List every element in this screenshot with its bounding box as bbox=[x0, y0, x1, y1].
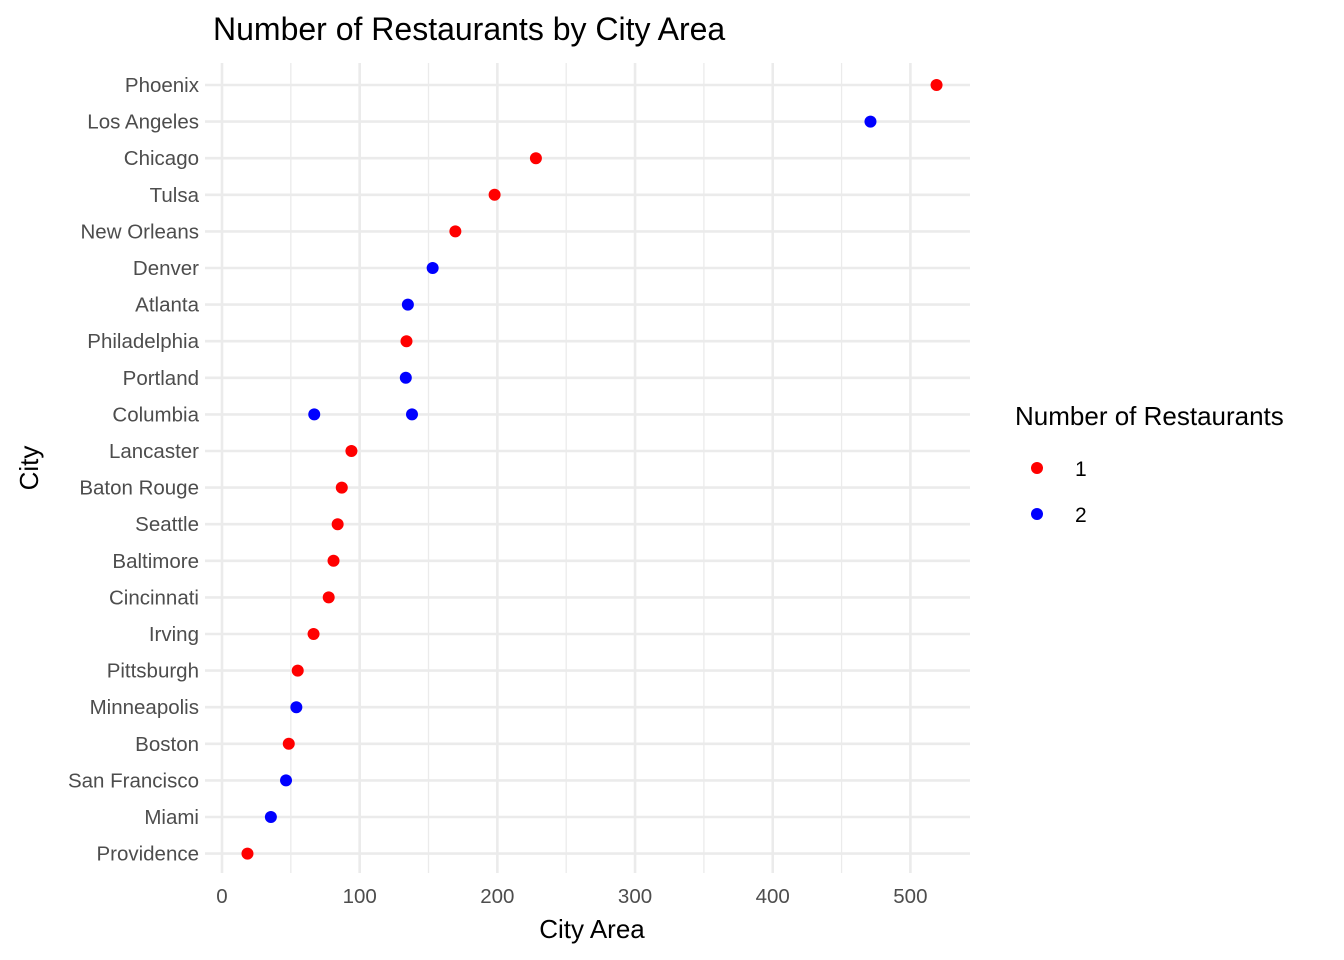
y-tick-label: Cincinnati bbox=[109, 586, 199, 609]
legend-label: 1 bbox=[1075, 458, 1087, 481]
x-tick-label: 400 bbox=[756, 885, 790, 908]
y-tick-label: Lancaster bbox=[109, 440, 199, 463]
data-point bbox=[327, 554, 340, 567]
data-point bbox=[307, 628, 320, 640]
y-tick-label: Phoenix bbox=[125, 74, 200, 97]
x-tick-label: 300 bbox=[618, 885, 652, 908]
x-tick-label: 0 bbox=[216, 885, 227, 908]
data-points bbox=[241, 79, 943, 860]
data-point bbox=[449, 225, 462, 238]
y-tick-label: Tulsa bbox=[150, 184, 200, 207]
x-tick-label: 100 bbox=[343, 885, 377, 908]
y-axis-title: City bbox=[14, 446, 44, 491]
y-tick-label: Providence bbox=[96, 843, 199, 866]
data-point bbox=[345, 445, 358, 457]
grid bbox=[205, 63, 970, 873]
legend-title: Number of Restaurants bbox=[1015, 401, 1284, 431]
y-tick-label: Seattle bbox=[135, 513, 199, 536]
x-axis-title: City Area bbox=[539, 914, 645, 944]
y-tick-label: Baltimore bbox=[112, 550, 199, 573]
data-point bbox=[282, 737, 295, 750]
y-tick-label: Columbia bbox=[112, 403, 199, 426]
y-tick-label: San Francisco bbox=[68, 769, 199, 792]
data-point bbox=[331, 518, 344, 531]
x-axis-tick-labels: 0 100 200 300 400 500 bbox=[216, 885, 927, 908]
data-point bbox=[308, 408, 321, 421]
y-tick-label: Irving bbox=[149, 623, 199, 646]
data-point bbox=[401, 298, 414, 311]
data-point bbox=[488, 188, 501, 201]
y-tick-label: Denver bbox=[133, 257, 199, 280]
legend-label: 2 bbox=[1075, 504, 1087, 527]
y-tick-label: Minneapolis bbox=[90, 696, 199, 719]
data-point bbox=[322, 591, 335, 604]
data-point bbox=[930, 79, 943, 91]
y-tick-label: Atlanta bbox=[135, 294, 199, 317]
y-tick-label: Philadelphia bbox=[87, 330, 199, 353]
data-point bbox=[291, 664, 304, 677]
data-point bbox=[264, 811, 277, 823]
chart-title: Number of Restaurants by City Area bbox=[213, 11, 725, 47]
y-tick-label: Miami bbox=[144, 806, 199, 829]
y-tick-label: New Orleans bbox=[81, 220, 200, 243]
data-point bbox=[864, 115, 877, 128]
y-tick-label: Los Angeles bbox=[87, 111, 199, 134]
data-point bbox=[529, 152, 542, 165]
y-tick-label: Pittsburgh bbox=[107, 660, 199, 683]
x-tick-label: 500 bbox=[893, 885, 927, 908]
y-tick-label: Portland bbox=[123, 367, 199, 390]
y-axis-tick-labels: Phoenix Los Angeles Chicago Tulsa New Orlean… bbox=[68, 74, 200, 866]
y-tick-label: Baton Rouge bbox=[79, 477, 199, 500]
data-point bbox=[280, 774, 293, 787]
data-point bbox=[405, 408, 418, 421]
legend: Number of Restaurants 12 bbox=[1015, 401, 1284, 527]
data-point bbox=[290, 701, 303, 714]
legend-key bbox=[1031, 508, 1043, 520]
data-point bbox=[335, 481, 348, 494]
data-point bbox=[426, 262, 439, 274]
y-tick-label: Chicago bbox=[124, 147, 199, 170]
legend-entries: 12 bbox=[1031, 458, 1087, 527]
data-point bbox=[399, 371, 412, 384]
data-point bbox=[241, 847, 254, 860]
data-point bbox=[400, 335, 413, 348]
x-tick-label: 200 bbox=[480, 885, 514, 908]
legend-key bbox=[1031, 462, 1043, 474]
y-tick-label: Boston bbox=[135, 733, 199, 756]
